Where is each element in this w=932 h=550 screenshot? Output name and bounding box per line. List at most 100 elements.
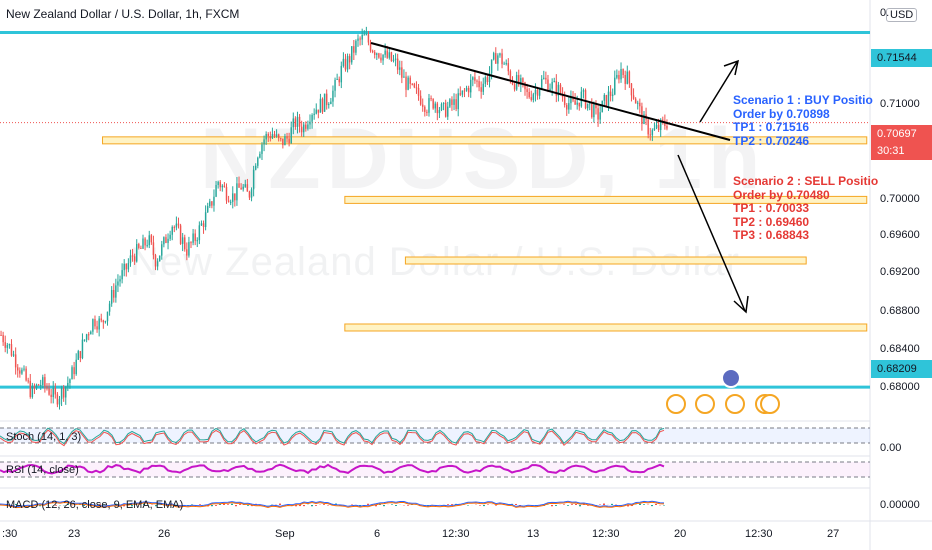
candle-body	[117, 281, 119, 286]
candle-body	[417, 87, 420, 96]
candle-body	[265, 134, 267, 140]
candle-body	[280, 138, 282, 140]
candle-body	[25, 368, 27, 381]
candle-body	[309, 121, 311, 125]
candle-body	[305, 124, 307, 129]
scenario-sell-tp3: TP3 : 0.68843	[733, 228, 810, 242]
candle-body	[461, 90, 464, 95]
countdown-tag: 30:31	[871, 142, 932, 160]
candle-body	[10, 344, 13, 356]
candle-body	[357, 38, 359, 41]
event-flag-icon	[666, 394, 686, 414]
buy-arrow-head	[723, 59, 740, 76]
candle-body	[419, 95, 422, 105]
candle-body	[582, 90, 585, 92]
candle-body	[344, 58, 347, 70]
stoch-label[interactable]: Stoch (14, 1, 3)	[6, 431, 82, 443]
candle-body	[277, 134, 280, 139]
candle-body	[69, 379, 71, 383]
candle-body	[177, 223, 180, 226]
candle-body	[315, 109, 317, 114]
candle-body	[482, 83, 484, 92]
rsi-label[interactable]: RSI (14, close)	[6, 464, 79, 476]
candle-body	[474, 77, 476, 81]
candle-body	[534, 89, 537, 95]
candle-body	[363, 34, 365, 36]
candle-body	[426, 111, 428, 113]
candle-body	[336, 78, 338, 80]
scenario-buy-tp1: TP1 : 0.71516	[733, 120, 810, 134]
candle-body	[421, 104, 424, 107]
candle-body	[607, 91, 610, 106]
candle-body	[242, 186, 244, 190]
candle-body	[257, 157, 259, 166]
candle-body	[382, 54, 384, 61]
candle-body	[79, 351, 82, 359]
candle-body	[459, 93, 462, 95]
candle-body	[23, 368, 25, 370]
candle-body	[618, 74, 620, 80]
price-axis-label: 0.70000	[880, 193, 920, 205]
stoch-value: 0.00	[880, 442, 902, 454]
candle-body	[42, 377, 44, 385]
support-price-tag: 0.68209	[871, 360, 932, 378]
candle-body	[2, 335, 4, 343]
candle-body	[511, 80, 514, 85]
time-axis-label: :30	[2, 528, 18, 540]
candle-body	[115, 285, 117, 298]
candle-body	[150, 235, 153, 243]
candle-body	[355, 40, 357, 53]
candle-body	[288, 138, 290, 144]
candle-body	[213, 196, 215, 206]
candle-body	[430, 98, 432, 100]
sell-arrow-head	[733, 295, 749, 314]
candle-body	[85, 334, 88, 340]
candle-body	[275, 134, 278, 137]
candle-body	[221, 185, 224, 188]
candle-body	[513, 84, 516, 90]
candle-body	[92, 319, 94, 332]
candle-body	[229, 201, 232, 203]
candle-body	[551, 81, 553, 89]
candle-body	[436, 103, 439, 114]
candle-body	[12, 354, 15, 356]
candle-body	[338, 78, 340, 83]
candle-body	[171, 227, 173, 235]
candle-body	[524, 82, 526, 90]
macd-label[interactable]: MACD (12, 26, close, 9, EMA, EMA)	[6, 499, 184, 511]
candle-body	[632, 95, 635, 99]
candle-body	[626, 71, 629, 84]
currency-button[interactable]: USD	[886, 8, 918, 22]
candle-body	[179, 225, 182, 244]
candle-body	[77, 351, 80, 360]
price-axis-label: 0.71000	[880, 98, 920, 110]
candle-body	[434, 103, 436, 109]
candle-body	[457, 93, 459, 110]
candle-body	[620, 69, 622, 80]
candle-body	[67, 382, 69, 387]
candle-body	[570, 96, 572, 104]
candle-body	[44, 377, 46, 387]
candle-body	[492, 53, 495, 60]
candle-body	[597, 108, 599, 120]
candle-body	[282, 138, 284, 146]
macd-value: 0.00000	[880, 499, 920, 511]
candle-body	[593, 104, 595, 118]
candle-body	[232, 193, 234, 202]
candle-body	[503, 63, 505, 65]
candle-body	[35, 384, 38, 389]
candle-body	[547, 79, 549, 92]
candle-body	[31, 386, 34, 397]
candle-body	[451, 99, 453, 105]
scenario-buy-order: Order by 0.70898	[733, 106, 830, 121]
candle-body	[641, 106, 643, 125]
candle-body	[27, 380, 29, 382]
candle-body	[509, 71, 512, 81]
resistance-price-tag: 0.71544	[871, 49, 932, 67]
candle-body	[37, 384, 40, 386]
candle-body	[56, 394, 59, 405]
candle-body	[472, 77, 474, 80]
candle-body	[576, 102, 578, 105]
candle-body	[553, 80, 555, 82]
